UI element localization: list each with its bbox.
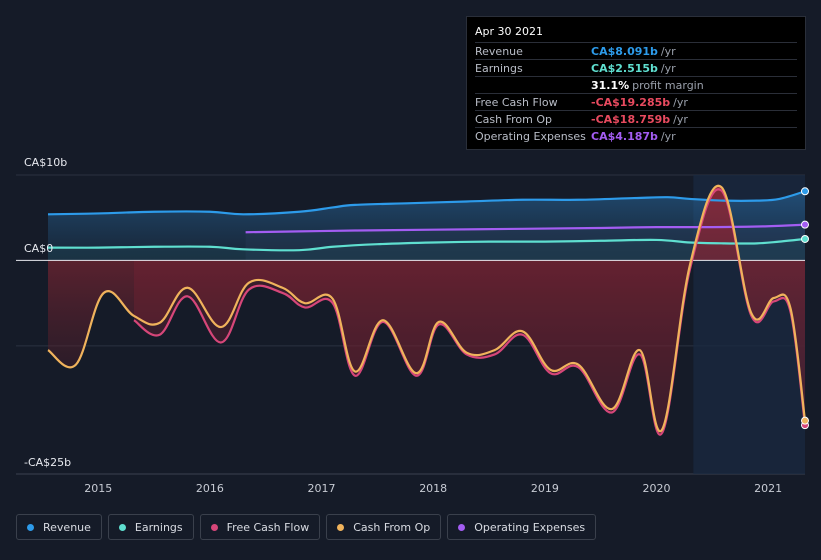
legend-dot-icon bbox=[27, 523, 34, 531]
tooltip-row-unit: /yr bbox=[673, 112, 688, 126]
y-label-top: CA$10b bbox=[24, 156, 68, 169]
end-markers bbox=[801, 187, 809, 430]
tooltip-row-label: Revenue bbox=[475, 44, 523, 58]
tooltip-rows: Revenue CA$8.091b/yr Earnings CA$2.515b/yr 3… bbox=[475, 42, 797, 144]
area-fills bbox=[48, 185, 805, 435]
x-tick-label: 2016 bbox=[195, 482, 224, 495]
earnings-area bbox=[48, 238, 805, 261]
cash-from-op-marker bbox=[801, 416, 809, 425]
operating-expenses-marker bbox=[801, 220, 809, 229]
tooltip-row: Revenue CA$8.091b/yr bbox=[475, 42, 797, 59]
y-label-bottom: -CA$25b bbox=[24, 456, 72, 469]
revenue-line bbox=[47, 190, 806, 216]
tooltip-row-value: CA$8.091b bbox=[591, 44, 658, 58]
tooltip-row-value: 31.1% bbox=[591, 78, 630, 92]
legend-label: Operating Expenses bbox=[474, 520, 586, 534]
tooltip-row-label: Operating Expenses bbox=[475, 129, 586, 143]
revenue-marker bbox=[801, 187, 809, 196]
legend-label: Revenue bbox=[43, 520, 91, 534]
x-tick-label: 2015 bbox=[84, 482, 113, 495]
legend-dot-icon bbox=[458, 523, 466, 531]
legend-item-revenue[interactable]: Revenue bbox=[16, 514, 102, 540]
earnings-marker bbox=[801, 234, 809, 243]
cash-from-op-line bbox=[47, 184, 807, 433]
legend-dot-icon bbox=[118, 523, 126, 531]
tooltip-row-value: CA$2.515b bbox=[591, 61, 658, 75]
legend-dot-icon bbox=[337, 523, 345, 531]
x-tick-label: 2019 bbox=[530, 482, 559, 495]
tooltip-row-unit: /yr bbox=[660, 44, 676, 58]
x-tick-label: 2018 bbox=[419, 482, 448, 495]
chart-plot bbox=[16, 174, 809, 475]
series-lines bbox=[47, 184, 807, 436]
x-tick-label: 2020 bbox=[642, 482, 671, 495]
tooltip-row: Earnings CA$2.515b/yr bbox=[475, 59, 797, 76]
x-tick-label: 2021 bbox=[754, 482, 783, 495]
earnings-line bbox=[47, 237, 806, 252]
free-cash-flow-area bbox=[133, 189, 805, 435]
tooltip-row-value: -CA$19.285b bbox=[591, 95, 671, 109]
tooltip-row-unit: /yr bbox=[673, 95, 688, 109]
operating-expenses-line bbox=[245, 223, 806, 234]
legend-item-free-cash-flow[interactable]: Free Cash Flow bbox=[199, 514, 321, 540]
tooltip-row: Cash From Op -CA$18.759b/yr bbox=[475, 110, 797, 127]
tooltip-row-unit: /yr bbox=[660, 129, 676, 143]
tooltip-row-label: Earnings bbox=[475, 61, 523, 75]
legend-label: Cash From Op bbox=[353, 520, 431, 534]
legend-label: Earnings bbox=[134, 520, 183, 534]
tooltip-row-unit: /yr bbox=[660, 61, 676, 75]
cash-from-op-area bbox=[48, 185, 805, 432]
tooltip-row: 31.1% profit margin bbox=[475, 76, 797, 93]
legend-item-cash-from-op[interactable]: Cash From Op bbox=[326, 514, 442, 540]
tooltip-row-unit: profit margin bbox=[632, 78, 704, 92]
legend-item-earnings[interactable]: Earnings bbox=[107, 514, 194, 540]
tooltip-date: Apr 30 2021 bbox=[475, 25, 544, 38]
legend-dot-icon bbox=[210, 523, 218, 531]
legend-label: Free Cash Flow bbox=[226, 520, 310, 534]
tooltip-row-label: Free Cash Flow bbox=[475, 95, 558, 109]
free-cash-flow-line bbox=[133, 188, 807, 436]
x-tick-label: 2017 bbox=[307, 482, 336, 495]
tooltip-row-value: CA$4.187b bbox=[591, 129, 658, 143]
tooltip-row-label: Cash From Op bbox=[475, 112, 553, 126]
legend: Revenue Earnings Free Cash Flow Cash From O… bbox=[16, 514, 597, 540]
legend-item-operating-expenses[interactable]: Operating Expenses bbox=[447, 514, 597, 540]
tooltip-row: Free Cash Flow -CA$19.285b/yr bbox=[475, 93, 797, 110]
tooltip-row: Operating Expenses CA$4.187b/yr bbox=[475, 127, 797, 144]
tooltip-row-value: -CA$18.759b bbox=[591, 112, 671, 126]
revenue-area bbox=[48, 191, 805, 261]
tooltip-panel: Apr 30 2021 Revenue CA$8.091b/yr Earnings C… bbox=[466, 16, 806, 150]
y-label-zero: CA$0 bbox=[24, 242, 54, 255]
